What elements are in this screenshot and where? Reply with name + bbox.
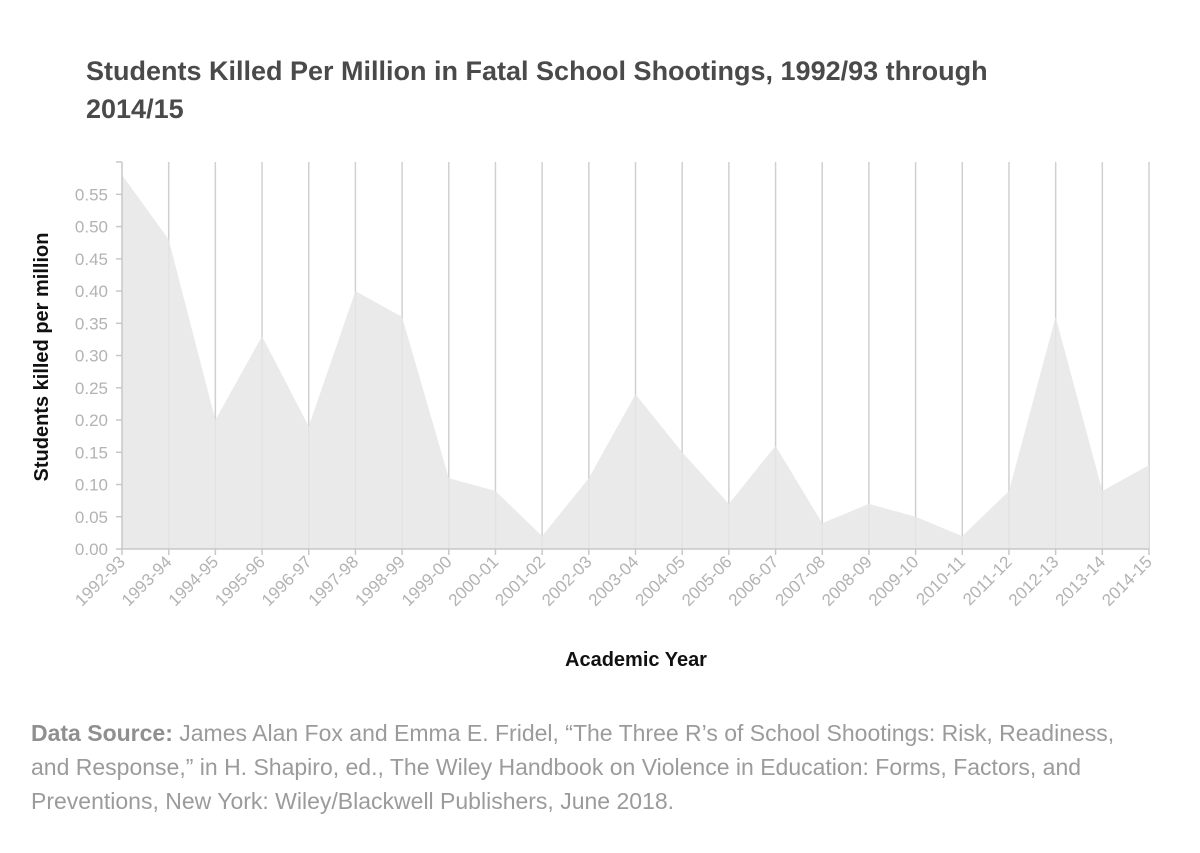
y-tick-label: 0.15 bbox=[75, 443, 108, 462]
y-tick-label: 0.25 bbox=[75, 379, 108, 398]
x-tick-label: 1997-98 bbox=[305, 552, 363, 610]
x-tick-label: 1992-93 bbox=[71, 552, 129, 610]
chart-title: Students Killed Per Million in Fatal Sch… bbox=[86, 56, 988, 124]
area-chart: 0.00 0.05 0.10 0.15 0.20 0.25 0.30 0.35 0.40 0.45… bbox=[31, 161, 1156, 671]
y-tick-label: 0.50 bbox=[75, 218, 108, 237]
y-tick-label: 0.55 bbox=[75, 185, 108, 204]
y-tick-label: 0.40 bbox=[75, 282, 108, 301]
x-tick-label: 2001-02 bbox=[491, 552, 549, 610]
data-source-note: Data Source: James Alan Fox and Emma E. … bbox=[31, 716, 1151, 818]
x-tick-label: 2013-14 bbox=[1052, 552, 1110, 610]
x-tick-label: 2006-07 bbox=[725, 552, 783, 610]
x-tick-label: 2003-04 bbox=[585, 552, 643, 610]
x-tick-label: 2000-01 bbox=[445, 552, 503, 610]
x-tick-label: 2002-03 bbox=[538, 552, 596, 610]
x-axis-label: Academic Year bbox=[565, 649, 707, 671]
x-tick-label: 2011-12 bbox=[959, 552, 1016, 609]
x-tick-label: 2014-15 bbox=[1098, 552, 1156, 610]
x-tick-label: 1996-97 bbox=[258, 552, 316, 610]
x-tick-label: 2004-05 bbox=[631, 552, 689, 610]
y-tick-label: 0.30 bbox=[75, 347, 108, 366]
x-tick-label: 2008-09 bbox=[818, 552, 876, 610]
y-tick-label: 0.10 bbox=[75, 476, 108, 495]
x-tick-label: 2010-11 bbox=[912, 552, 969, 609]
y-tick-label: 0.35 bbox=[75, 314, 108, 333]
x-tick-labels: 1992-931993-941994-951995-961996-971997-… bbox=[71, 549, 1156, 610]
x-tick-label: 1998-99 bbox=[351, 552, 409, 610]
y-tick-labels: 0.00 0.05 0.10 0.15 0.20 0.25 0.30 0.35 0.40 0.45… bbox=[75, 185, 122, 559]
x-tick-label: 1995-96 bbox=[211, 552, 269, 610]
y-tick-label: 0.20 bbox=[75, 411, 108, 430]
source-text: James Alan Fox and Emma E. Fridel, “The … bbox=[31, 720, 1115, 814]
x-tick-label: 2009-10 bbox=[865, 552, 923, 610]
y-tick-label: 0.00 bbox=[75, 540, 108, 559]
x-tick-label: 1999-00 bbox=[398, 552, 456, 610]
x-tick-label: 1993-94 bbox=[118, 552, 176, 610]
gridlines bbox=[167, 162, 1150, 549]
x-tick-label: 2012-13 bbox=[1005, 552, 1063, 610]
x-tick-label: 1994-95 bbox=[165, 552, 223, 610]
y-tick-label: 0.45 bbox=[75, 250, 108, 269]
area-series bbox=[122, 175, 1149, 549]
x-tick-label: 2005-06 bbox=[678, 552, 736, 610]
y-axis-label: Students killed per million bbox=[31, 233, 53, 482]
source-label: Data Source: bbox=[31, 720, 173, 746]
y-tick-label: 0.05 bbox=[75, 508, 108, 527]
x-tick-label: 2007-08 bbox=[772, 552, 830, 610]
